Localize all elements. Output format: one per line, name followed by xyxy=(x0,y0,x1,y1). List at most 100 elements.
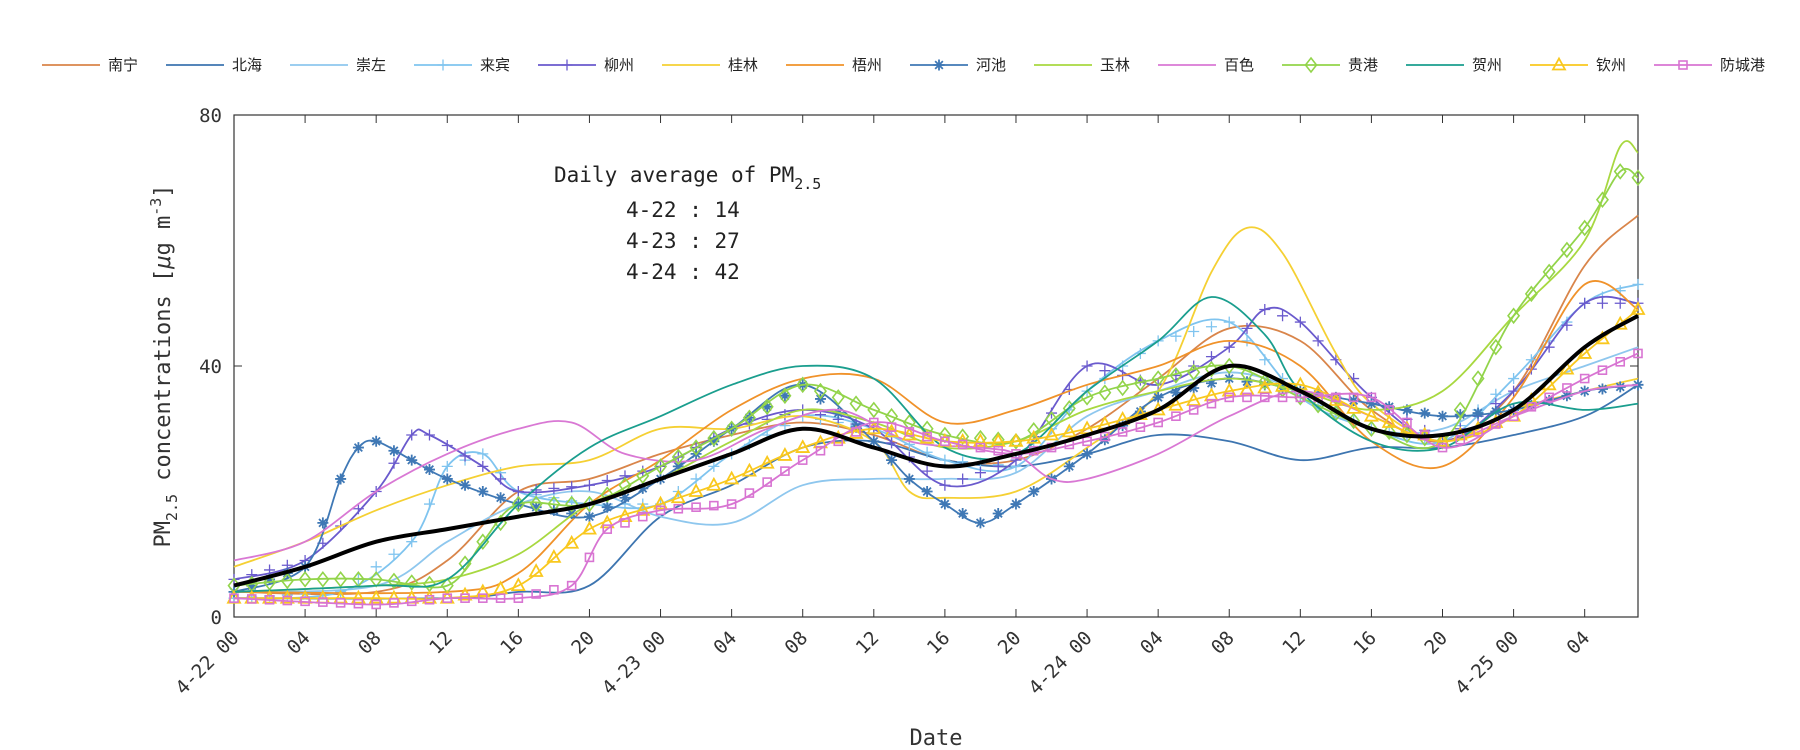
series-point xyxy=(831,389,845,406)
x-tick-label: 08 xyxy=(354,627,386,659)
series-point xyxy=(1027,422,1041,439)
series-point xyxy=(316,571,330,588)
legend-entry-6: 桂林 xyxy=(662,56,758,74)
series-point xyxy=(992,507,1004,519)
legend-label: 玉林 xyxy=(1100,56,1130,74)
y-axis-title-main: PM xyxy=(151,521,176,548)
series-point xyxy=(528,563,544,577)
series-point xyxy=(1081,448,1093,460)
series-point xyxy=(1633,348,1643,359)
series-point xyxy=(1241,322,1253,334)
series-point xyxy=(1026,429,1042,444)
legend-entry-8: 河池 xyxy=(910,56,1006,74)
legend-label: 南宁 xyxy=(108,56,138,74)
series-point xyxy=(1098,384,1112,401)
series-point xyxy=(335,598,346,608)
series-point xyxy=(368,589,384,604)
series-point xyxy=(318,597,328,607)
series-point xyxy=(972,432,988,447)
series-point xyxy=(1381,414,1397,428)
plot-frame xyxy=(233,114,1639,618)
annotation-line-1: 4-22 : 14 xyxy=(626,198,740,222)
series-point xyxy=(957,439,968,450)
series-point xyxy=(317,517,329,529)
series-point xyxy=(405,574,419,591)
series-point xyxy=(1010,454,1022,466)
series-point xyxy=(670,489,686,504)
series-point xyxy=(671,448,685,466)
series-point xyxy=(1061,423,1077,438)
series-point xyxy=(1310,384,1326,399)
series-point xyxy=(353,598,364,609)
series-point xyxy=(939,454,951,466)
series-point xyxy=(1542,263,1556,281)
series-point xyxy=(637,511,648,522)
series-point xyxy=(1153,417,1163,428)
series-point xyxy=(777,447,793,461)
series-point xyxy=(335,473,347,485)
series-point xyxy=(546,549,562,563)
series-point xyxy=(1312,335,1324,347)
x-tick-label: 16 xyxy=(1349,627,1381,659)
series-point xyxy=(672,460,684,472)
series-point xyxy=(866,420,882,435)
series-point xyxy=(1328,392,1344,406)
series-point xyxy=(495,473,507,485)
annotation-line-3: 4-24 : 42 xyxy=(626,260,740,284)
series-point xyxy=(636,467,650,485)
series-point xyxy=(637,482,649,494)
series-line xyxy=(234,308,1639,601)
x-tick-label: 16 xyxy=(496,627,528,659)
x-tick-label: 20 xyxy=(1420,627,1452,659)
series-point xyxy=(1099,434,1111,446)
series-point xyxy=(1188,325,1200,337)
series-point xyxy=(922,431,932,442)
series-point xyxy=(1490,388,1502,400)
series-point xyxy=(1331,392,1341,403)
series-point xyxy=(1063,460,1075,472)
series-point xyxy=(778,387,792,405)
series-point xyxy=(867,401,881,419)
legend-marker xyxy=(1304,56,1318,74)
series-point xyxy=(1009,433,1023,450)
series-point xyxy=(512,486,524,497)
x-tick-label: 16 xyxy=(923,627,955,659)
y-axis-ticks: 0 40 80 xyxy=(199,105,1638,629)
series-point xyxy=(1471,370,1485,387)
series-point xyxy=(759,454,775,469)
y-tick-label: 40 xyxy=(199,356,222,378)
x-axis-title: Date xyxy=(910,726,963,750)
series-point xyxy=(602,524,613,534)
x-tick-label: 4-22 00 xyxy=(171,627,243,699)
series-point xyxy=(1508,373,1520,385)
series-point xyxy=(441,460,453,472)
legend-marker xyxy=(1678,60,1688,70)
series-point xyxy=(441,473,453,485)
series-point xyxy=(263,574,277,591)
series-point xyxy=(1472,407,1484,419)
series-point xyxy=(583,479,595,491)
series-point xyxy=(477,460,489,472)
series-point xyxy=(423,429,435,441)
y-axis-title-sub: 2.5 xyxy=(163,494,181,521)
series-point xyxy=(477,448,489,460)
series-point xyxy=(1294,316,1306,328)
series-point xyxy=(797,455,808,465)
series-point xyxy=(868,417,879,428)
series-point xyxy=(688,483,704,497)
series-point xyxy=(1277,392,1288,403)
x-tick-label: 4-25 00 xyxy=(1451,627,1523,699)
series-point xyxy=(246,580,258,592)
series-point xyxy=(264,564,276,576)
series-point xyxy=(406,596,417,607)
series-point xyxy=(1135,422,1146,432)
series-point xyxy=(760,398,774,416)
series-point xyxy=(1133,374,1147,392)
series-point xyxy=(619,492,631,504)
series-point xyxy=(406,454,418,466)
series-point xyxy=(620,518,630,528)
series-point xyxy=(1028,486,1040,497)
y-axis-title-close: ] xyxy=(151,184,176,197)
series-point xyxy=(1489,338,1503,356)
series-point xyxy=(371,599,381,610)
